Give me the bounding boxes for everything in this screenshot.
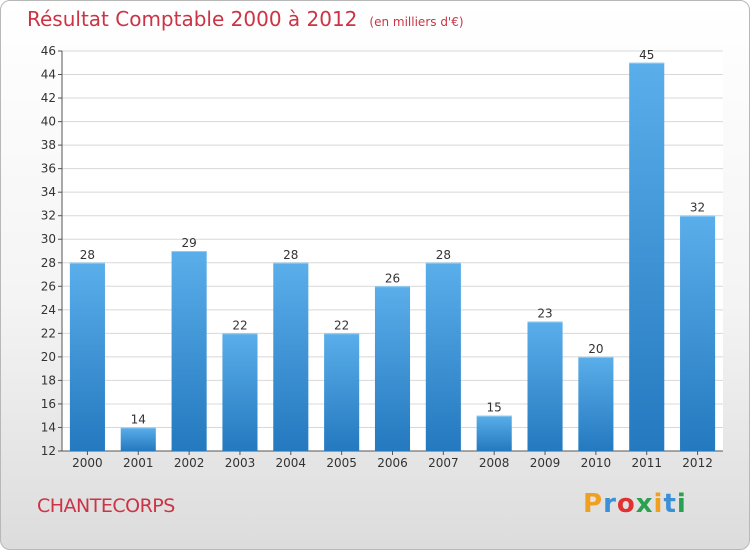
x-tick-label: 2010 — [581, 456, 612, 470]
y-tick-label: 28 — [41, 256, 56, 270]
value-label: 23 — [537, 307, 552, 321]
y-tick-label: 12 — [41, 444, 56, 458]
x-tick-label: 2001 — [123, 456, 154, 470]
commune-name: CHANTECORPS — [37, 495, 175, 517]
y-tick-label: 42 — [41, 91, 56, 105]
bar-2000 — [69, 262, 105, 451]
x-tick-label: 2006 — [377, 456, 408, 470]
bar-2001 — [120, 427, 156, 451]
bar-2010 — [578, 356, 614, 451]
logo-letter: P — [583, 489, 604, 519]
x-tick-label: 2000 — [72, 456, 103, 470]
logo-letter: r — [603, 489, 617, 519]
y-tick-label: 20 — [41, 350, 56, 364]
x-tick-label: 2007 — [428, 456, 459, 470]
value-label: 28 — [80, 248, 95, 262]
x-tick-label: 2002 — [174, 456, 205, 470]
x-tick-label: 2011 — [631, 456, 662, 470]
y-tick-label: 32 — [41, 209, 56, 223]
value-label: 22 — [232, 318, 247, 332]
y-tick-label: 30 — [41, 232, 56, 246]
value-label: 45 — [639, 48, 654, 62]
y-tick-label: 14 — [41, 420, 56, 434]
y-tick-label: 36 — [41, 162, 56, 176]
bar-2012 — [680, 215, 716, 451]
bar-2009 — [527, 321, 563, 451]
bars — [69, 62, 716, 451]
x-tick-label: 2005 — [326, 456, 357, 470]
y-tick-label: 34 — [41, 185, 56, 199]
bar-2004 — [273, 262, 309, 451]
bar-2008 — [476, 415, 512, 451]
unit-note: (en milliers d'€) — [369, 15, 464, 29]
x-tick-label: 2008 — [479, 456, 510, 470]
y-tick-label: 18 — [41, 373, 56, 387]
x-tick-label: 2004 — [276, 456, 307, 470]
x-tick-label: 2009 — [530, 456, 561, 470]
y-tick-label: 40 — [41, 115, 56, 129]
value-label: 28 — [436, 248, 451, 262]
y-tick-label: 16 — [41, 397, 56, 411]
y-tick-label: 26 — [41, 279, 56, 293]
logo-letter: i — [653, 489, 664, 519]
value-label: 26 — [385, 271, 400, 285]
y-tick-label: 38 — [41, 138, 56, 152]
y-tick-label: 22 — [41, 326, 56, 340]
bar-2011 — [629, 62, 665, 451]
bar-2006 — [374, 286, 411, 451]
chart-title: Résultat Comptable 2000 à 2012 (en millie… — [27, 7, 464, 31]
value-label: 20 — [588, 342, 603, 356]
bar-2003 — [222, 333, 258, 451]
bar-2005 — [324, 333, 360, 451]
x-tick-label: 2003 — [225, 456, 256, 470]
y-tick-label: 46 — [41, 44, 56, 58]
logo-letter: i — [676, 489, 687, 519]
y-tick-label: 24 — [41, 303, 56, 317]
bar-2002 — [171, 251, 207, 451]
axes: 12 14 16 18 20 22 24 26 28 30 32 34 36 38 40 42 44 46 2000… — [41, 44, 723, 470]
x-tick-label: 2012 — [682, 456, 713, 470]
logo-letter: x — [635, 489, 654, 519]
value-label: 29 — [181, 236, 196, 250]
value-label: 14 — [131, 412, 146, 426]
proxiti-logo: Proxiti — [583, 489, 687, 519]
logo-letter: o — [616, 489, 636, 519]
value-label: 22 — [334, 318, 349, 332]
value-label: 28 — [283, 248, 298, 262]
logo-letter: t — [663, 489, 677, 519]
labels: 28 14 29 22 28 22 26 28 15 23 20 45 32 — [80, 48, 705, 427]
value-label: 15 — [487, 401, 502, 415]
value-label: 32 — [690, 201, 705, 215]
y-tick-label: 44 — [41, 68, 56, 82]
bar-2007 — [425, 262, 461, 451]
